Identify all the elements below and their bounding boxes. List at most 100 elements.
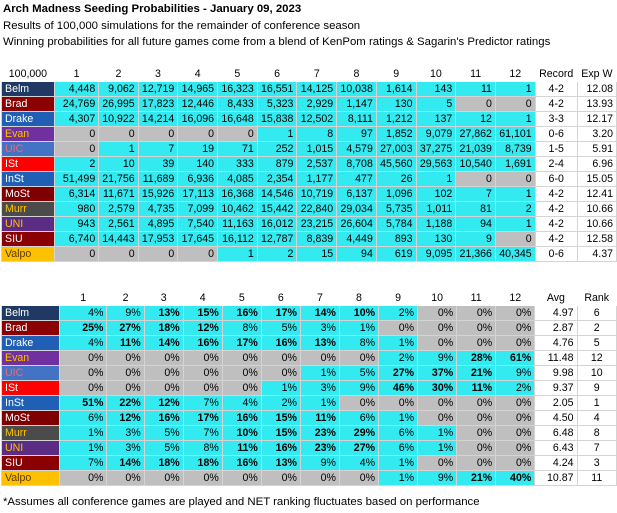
- count-cell: 10,922: [98, 111, 139, 127]
- percent-cell: 1%: [417, 440, 458, 456]
- rank-cell: 11: [576, 470, 617, 486]
- count-cell: 0: [494, 231, 536, 247]
- team-label: Drake: [1, 111, 55, 127]
- percent-cell: 0%: [106, 380, 145, 396]
- team-label: Evan: [1, 126, 55, 142]
- expw-cell: 12.08: [576, 81, 617, 97]
- count-cell: 980: [53, 201, 100, 217]
- percent-cell: 0%: [299, 470, 340, 486]
- percent-cell: 1%: [59, 425, 108, 441]
- percent-cell: 0%: [182, 365, 223, 381]
- percent-cell: 16%: [221, 305, 262, 321]
- footnote: *Assumes all conference games are played…: [3, 496, 480, 508]
- percent-cell: 11%: [106, 335, 145, 351]
- percent-cell: 16%: [260, 440, 301, 456]
- count-cell: 29,034: [336, 201, 377, 217]
- percent-cell: 0%: [143, 365, 184, 381]
- seed-header: 3: [143, 290, 184, 306]
- record-cell: 4-2: [534, 81, 578, 97]
- record-cell: 4-2: [534, 201, 578, 217]
- percent-cell: 23%: [299, 425, 340, 441]
- team-label: Belm: [1, 81, 55, 97]
- table-row: UIC 0% 0% 0% 0% 0% 0% 1% 5% 27% 37% 21% 9% 9.98 10: [0, 365, 617, 381]
- percent-cell: 0%: [456, 410, 497, 426]
- percent-cell: 16%: [221, 455, 262, 471]
- table-row: Belm 4% 9% 13% 15% 16% 17% 14% 10% 2% 0% 0% 0% 4.97 6: [0, 305, 617, 321]
- count-cell: 1,852: [375, 126, 417, 142]
- percent-cell: 2%: [377, 305, 419, 321]
- rank-cell: 10: [576, 365, 617, 381]
- count-cell: 0: [455, 171, 496, 187]
- count-cell: 17,953: [137, 231, 179, 247]
- percent-cell: 0%: [182, 470, 223, 486]
- count-cell: 61,101: [494, 126, 536, 142]
- percent-cell: 9%: [106, 305, 145, 321]
- percent-cell: 6%: [59, 410, 108, 426]
- count-cell: 11,163: [217, 216, 258, 232]
- seed-header: 12: [495, 290, 536, 306]
- count-cell: 477: [336, 171, 377, 187]
- record-cell: 4-2: [534, 186, 578, 202]
- percent-cell: 0%: [106, 470, 145, 486]
- percent-cell: 0%: [182, 350, 223, 366]
- percent-cell: 0%: [59, 350, 108, 366]
- avg-header: Avg: [534, 290, 578, 306]
- percent-cell: 46%: [377, 380, 419, 396]
- record-cell: 4-2: [534, 96, 578, 112]
- count-cell: 143: [415, 81, 457, 97]
- team-label: SIU: [1, 231, 55, 247]
- percent-cell: 0%: [59, 380, 108, 396]
- count-cell: 1,691: [494, 156, 536, 172]
- team-label: Drake: [0, 335, 61, 351]
- record-cell: 0-6: [534, 126, 578, 142]
- team-label: SIU: [0, 455, 61, 471]
- count-cell: 0: [137, 246, 179, 262]
- percent-cell: 2%: [377, 350, 419, 366]
- percent-cell: 14%: [143, 335, 184, 351]
- percent-cell: 9%: [417, 470, 458, 486]
- corner-blank: [0, 290, 61, 306]
- count-cell: 0: [98, 126, 139, 142]
- count-cell: 140: [177, 156, 219, 172]
- seed-header: 4: [182, 290, 223, 306]
- count-cell: 15: [296, 246, 338, 262]
- record-header: Record: [534, 66, 578, 82]
- count-cell: 0: [53, 246, 100, 262]
- percent-cell: 0%: [417, 455, 458, 471]
- count-cell: 11,689: [137, 171, 179, 187]
- count-cell: 8: [296, 126, 338, 142]
- count-cell: 6,137: [336, 186, 377, 202]
- percent-cell: 0%: [143, 470, 184, 486]
- count-cell: 2,929: [296, 96, 338, 112]
- seed-header: 5: [221, 290, 262, 306]
- percent-cell: 0%: [495, 440, 536, 456]
- record-cell: 4-2: [534, 216, 578, 232]
- avg-cell: 6.48: [534, 425, 578, 441]
- percent-cell: 13%: [143, 305, 184, 321]
- count-cell: 2,579: [98, 201, 139, 217]
- percent-cell: 0%: [456, 395, 497, 411]
- percent-cell: 0%: [417, 320, 458, 336]
- team-label: UIC: [1, 141, 55, 157]
- avg-cell: 10.87: [534, 470, 578, 486]
- count-cell: 71: [217, 141, 258, 157]
- record-cell: 4-2: [534, 231, 578, 247]
- count-cell: 4,307: [53, 111, 100, 127]
- percent-cell: 27%: [106, 320, 145, 336]
- count-cell: 17,113: [177, 186, 219, 202]
- count-cell: 893: [375, 231, 417, 247]
- count-cell: 9,079: [415, 126, 457, 142]
- percent-table: 1 2 3 4 5 6 7 8 9 10 11 12 Avg Rank Belm 4% 9% 13% 15% 16% 1…: [0, 290, 617, 486]
- seed-header: 4: [177, 66, 219, 82]
- count-cell: 130: [375, 96, 417, 112]
- count-cell: 81: [455, 201, 496, 217]
- count-cell: 333: [217, 156, 258, 172]
- rank-cell: 7: [576, 440, 617, 456]
- count-cell: 26,604: [336, 216, 377, 232]
- count-cell: 1: [217, 246, 258, 262]
- count-cell: 16,112: [217, 231, 258, 247]
- percent-cell: 1%: [377, 335, 419, 351]
- seed-header: 11: [456, 290, 497, 306]
- count-cell: 0: [217, 126, 258, 142]
- seed-header: 11: [455, 66, 496, 82]
